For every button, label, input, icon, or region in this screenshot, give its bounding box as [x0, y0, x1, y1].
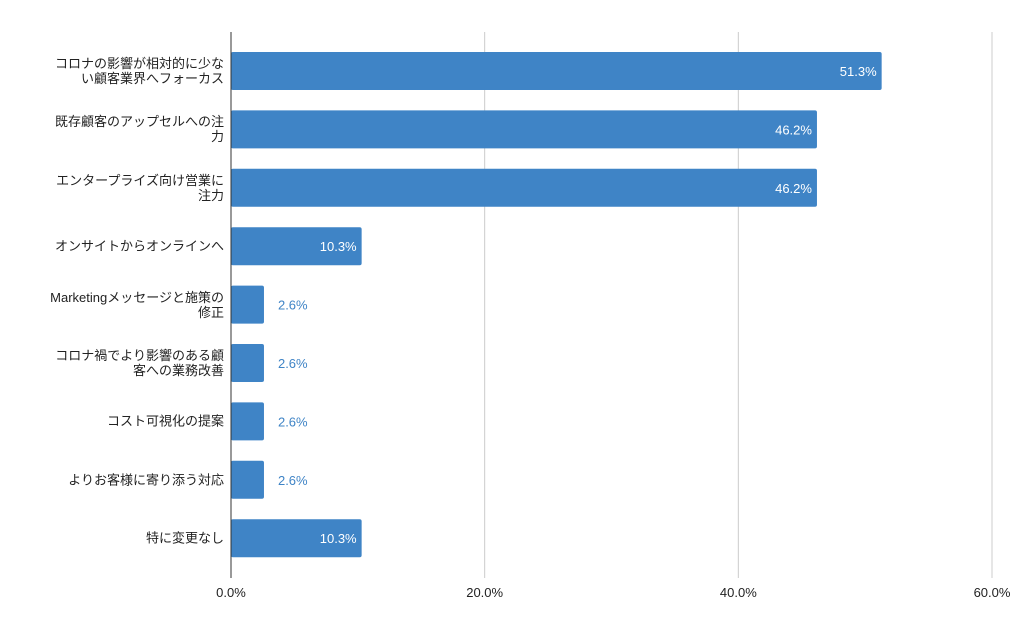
bar: [231, 168, 817, 207]
category-label: 特に変更なし: [145, 530, 224, 546]
bar: [231, 460, 264, 499]
category-label: エンタープライズ向け営業に 注力: [56, 172, 224, 203]
bar: [231, 285, 264, 324]
data-label: 2.6%: [278, 414, 308, 429]
category-label: 既存顧客のアップセルへの注 力: [54, 114, 224, 145]
data-label: 46.2%: [775, 122, 812, 137]
bar: [231, 110, 817, 149]
data-label: 2.6%: [278, 298, 308, 313]
data-label: 2.6%: [278, 356, 308, 371]
data-label: 46.2%: [775, 181, 812, 196]
data-label: 10.3%: [320, 239, 357, 254]
x-tick-label: 60.0%: [974, 585, 1011, 600]
bar: [231, 402, 264, 441]
data-label: 10.3%: [320, 531, 357, 546]
bar: [231, 52, 882, 90]
bar: [231, 519, 362, 558]
category-label: コスト可視化の提案: [106, 413, 224, 429]
category-label: コロナ禍でより影響のある顧 客への業務改善: [55, 348, 224, 378]
bar: [231, 344, 264, 382]
data-label: 2.6%: [278, 473, 308, 488]
bar: [231, 227, 362, 266]
category-label: Marketingメッセージと施策の 修正: [50, 289, 224, 320]
category-label: コロナの影響が相対的に少な い顧客業界へフォーカス: [54, 56, 224, 86]
category-label: よりお客様に寄り添う対応: [68, 472, 224, 488]
category-label: オンサイトからオンラインへ: [54, 238, 224, 254]
x-tick-label: 0.0%: [216, 585, 246, 600]
x-tick-label: 40.0%: [720, 585, 757, 600]
x-tick-label: 20.0%: [466, 585, 503, 600]
data-label: 51.3%: [840, 64, 877, 79]
